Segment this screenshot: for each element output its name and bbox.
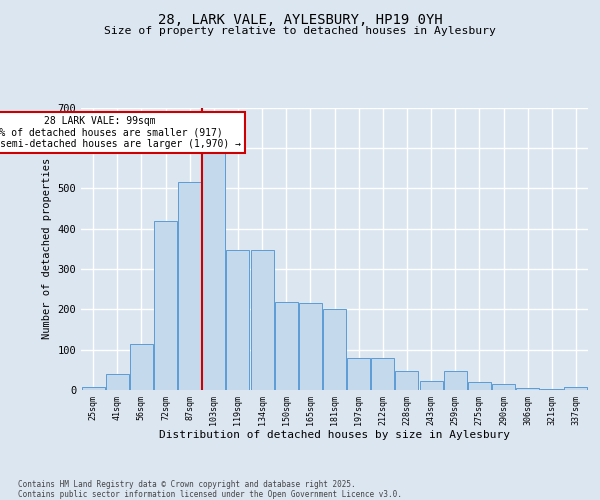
Bar xyxy=(492,384,515,390)
Text: 28 LARK VALE: 99sqm
← 31% of detached houses are smaller (917)
68% of semi-detac: 28 LARK VALE: 99sqm ← 31% of detached ho… xyxy=(0,116,241,149)
Text: Contains HM Land Registry data © Crown copyright and database right 2025.
Contai: Contains HM Land Registry data © Crown c… xyxy=(18,480,402,499)
Bar xyxy=(275,302,298,390)
Bar xyxy=(371,358,394,390)
Bar xyxy=(468,382,491,390)
Bar xyxy=(541,389,563,390)
Bar xyxy=(516,388,539,390)
Bar xyxy=(82,387,104,390)
Bar xyxy=(299,303,322,390)
Bar xyxy=(130,344,153,390)
X-axis label: Distribution of detached houses by size in Aylesbury: Distribution of detached houses by size … xyxy=(159,430,510,440)
Bar xyxy=(226,250,250,390)
Bar xyxy=(323,310,346,390)
Bar xyxy=(444,370,467,390)
Bar xyxy=(395,370,418,390)
Bar xyxy=(106,374,128,390)
Bar xyxy=(178,182,201,390)
Text: 28, LARK VALE, AYLESBURY, HP19 0YH: 28, LARK VALE, AYLESBURY, HP19 0YH xyxy=(158,12,442,26)
Bar xyxy=(419,381,443,390)
Bar xyxy=(565,387,587,390)
Bar xyxy=(202,136,225,390)
Bar xyxy=(154,220,177,390)
Y-axis label: Number of detached properties: Number of detached properties xyxy=(42,158,52,340)
Bar xyxy=(251,250,274,390)
Bar xyxy=(347,358,370,390)
Text: Size of property relative to detached houses in Aylesbury: Size of property relative to detached ho… xyxy=(104,26,496,36)
